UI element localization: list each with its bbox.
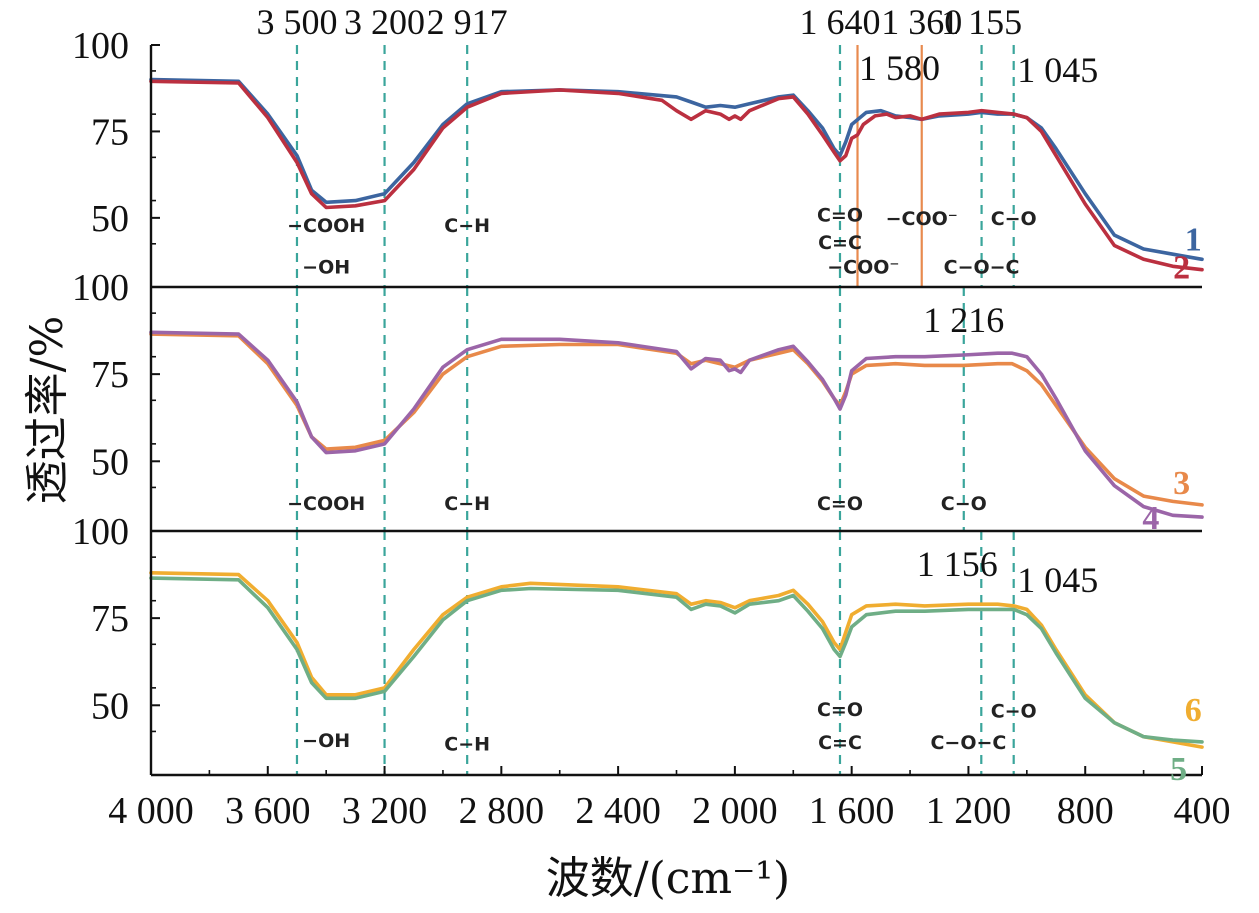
x-tick-label-4: 2 400 [575, 790, 661, 832]
x-tick-label-9: 400 [1174, 790, 1231, 832]
panel-top-y-tick-label-1: 75 [91, 111, 129, 153]
series-6-line [149, 570, 1204, 749]
series-1-label: 1 [1185, 222, 1202, 259]
panel-top-group-annotation-3: C=O [817, 204, 863, 226]
panel-middle-group-annotation-0: −COOH [287, 493, 365, 515]
panel-top-group-annotation-4: C=C [818, 232, 862, 254]
panel-bottom-group-annotation-0: −OH [302, 730, 350, 752]
panel-top-group-annotation-5: −COO⁻ [827, 256, 899, 278]
panel-middle-y-tick-label-1: 75 [91, 354, 129, 396]
panel-bottom-group-annotation-4: C−O−C [930, 732, 1006, 754]
x-tick-label-5: 2 000 [692, 790, 778, 832]
series-2-label: 2 [1173, 249, 1190, 286]
panel-bottom-group-annotation-5: C−O [991, 701, 1037, 723]
series-2-line [149, 79, 1204, 272]
panel-bottom-peak-label-4: 1 156 [917, 544, 998, 584]
series-4-line [149, 330, 1204, 519]
panel-middle-group-annotation-2: C=O [817, 493, 863, 515]
panel-bottom-group-annotation-1: C−H [444, 734, 490, 756]
x-tick-label-2: 3 200 [342, 790, 428, 832]
panel-top-group-annotation-2: C−H [444, 215, 490, 237]
panel-top-group-annotation-1: −OH [302, 256, 350, 278]
panel-top-group-annotation-0: −COOH [287, 215, 365, 237]
x-tick-label-1: 3 600 [225, 790, 311, 832]
panel-top-y-tick-label-2: 50 [91, 198, 129, 240]
axes-layer [149, 44, 1203, 777]
series-6-label: 6 [1185, 692, 1202, 729]
panel-top-peak-label-0: 3 500 [256, 2, 337, 42]
panel-middle-y-tick-label-2: 50 [91, 441, 129, 483]
x-tick-label-6: 1 600 [809, 790, 895, 832]
panel-top-y-tick-label-0: 100 [72, 25, 129, 67]
panel-top-group-annotation-6: −COO⁻ [886, 208, 958, 230]
series-4-label: 4 [1142, 500, 1159, 537]
guide-lines-layer [295, 45, 1015, 775]
series-5-line [149, 576, 1204, 744]
panel-bottom-y-tick-label-2: 50 [91, 685, 129, 727]
panel-top-peak-label-2: 2 917 [427, 2, 508, 42]
panel-top-peak-label-1: 3 200 [344, 2, 425, 42]
panel-top-peak-label-4: 1 580 [859, 48, 940, 88]
panel-middle-peak-label-4: 1 216 [923, 300, 1004, 340]
panel-top-peak-label-5: 1 360 [881, 2, 962, 42]
panel-top-peak-label-7: 1 045 [1017, 50, 1098, 90]
panel-top-group-annotation-7: C−O−C [944, 256, 1020, 278]
panel-bottom-y-tick-label-0: 100 [72, 511, 129, 553]
spectra-series-layer [149, 77, 1204, 749]
x-tick-label-8: 800 [1057, 790, 1114, 832]
panel-middle-group-annotation-3: C−O [941, 493, 987, 515]
panel-middle-group-annotation-1: C−H [444, 493, 490, 515]
panel-top-peak-label-3: 1 640 [799, 2, 880, 42]
panel-top-group-annotation-8: C−O [991, 208, 1037, 230]
y-axis-title: 透过率/% [22, 316, 73, 505]
x-axis-title: 波数/(cm⁻¹) [546, 853, 790, 904]
series-3-line [149, 332, 1204, 507]
panel-middle-y-tick-label-0: 100 [72, 267, 129, 309]
panel-bottom-peak-label-5: 1 045 [1017, 560, 1098, 600]
panel-bottom-group-annotation-3: C=C [818, 732, 862, 754]
x-tick-label-3: 2 800 [459, 790, 545, 832]
panel-top-peak-label-6: 1 155 [941, 2, 1022, 42]
series-3-label: 3 [1173, 465, 1190, 502]
x-tick-label-7: 1 200 [926, 790, 1012, 832]
panel-bottom-y-tick-label-1: 75 [91, 598, 129, 640]
panel-bottom-group-annotation-2: C=O [817, 699, 863, 721]
series-5-label: 5 [1170, 751, 1187, 788]
x-tick-label-0: 4 000 [108, 790, 194, 832]
